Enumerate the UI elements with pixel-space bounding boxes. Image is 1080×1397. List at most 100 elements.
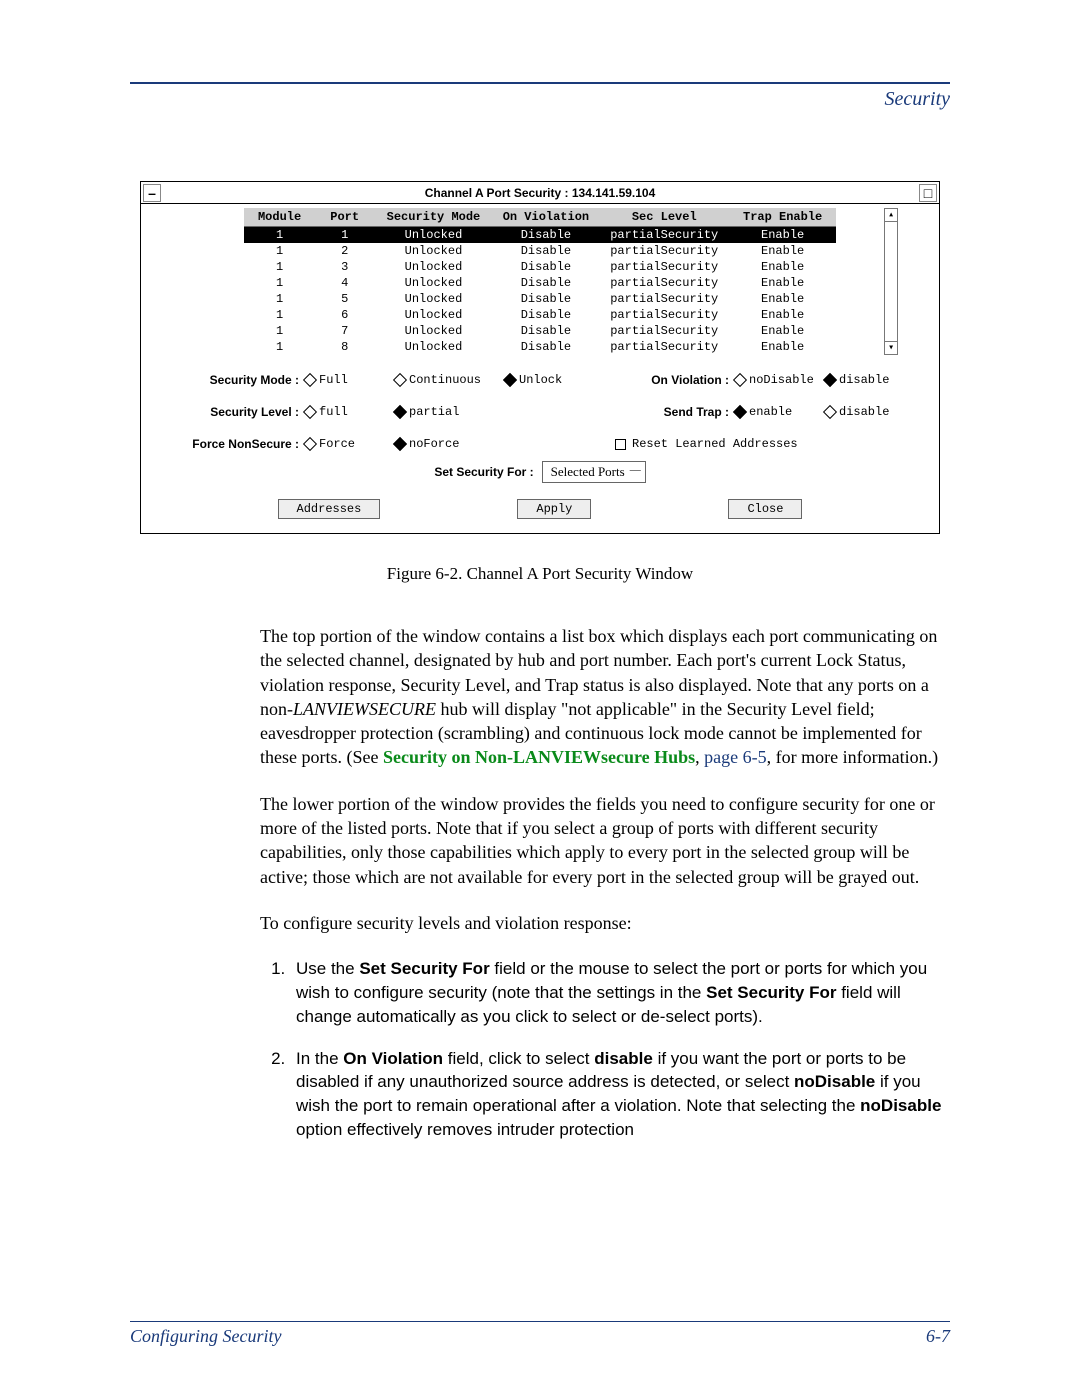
table-row[interactable]: 17UnlockedDisablepartialSecurityEnable	[244, 323, 836, 339]
opt-continuous: Continuous	[409, 373, 481, 387]
table-cell: Disable	[493, 323, 600, 339]
apply-label: Apply	[536, 502, 572, 516]
table-cell: Unlocked	[374, 227, 492, 244]
addresses-button[interactable]: Addresses	[278, 499, 381, 519]
table-cell: Disable	[493, 259, 600, 275]
apply-button[interactable]: Apply	[517, 499, 591, 519]
table-cell: Enable	[729, 259, 836, 275]
step-1: Use the Set Security For field or the mo…	[290, 957, 950, 1028]
table-cell: Unlocked	[374, 259, 492, 275]
send-trap-disable[interactable]: disable	[825, 405, 915, 419]
security-mode-continuous[interactable]: Continuous	[395, 373, 505, 387]
scroll-up-icon[interactable]: ▴	[884, 208, 898, 222]
close-button[interactable]: Close	[728, 499, 802, 519]
table-cell: partialSecurity	[599, 339, 729, 355]
table-cell: 2	[315, 243, 374, 259]
addresses-label: Addresses	[297, 502, 362, 516]
p1b: LANVIEW	[293, 699, 369, 719]
table-header: Port	[315, 208, 374, 227]
security-mode-label: Security Mode :	[155, 373, 305, 387]
p1f: , for more information.)	[767, 747, 938, 767]
table-scrollbar[interactable]: ▴ ▾	[884, 208, 898, 355]
s2i: option effectively removes intruder prot…	[296, 1120, 634, 1139]
opt-full: Full	[319, 373, 348, 387]
table-header: Trap Enable	[729, 208, 836, 227]
table-cell: Disable	[493, 227, 600, 244]
force-nonsecure-force[interactable]: Force	[305, 437, 395, 451]
maximize-icon[interactable]: □	[919, 184, 937, 202]
table-cell: Unlocked	[374, 339, 492, 355]
s2f: noDisable	[794, 1072, 875, 1091]
table-row[interactable]: 11UnlockedDisablepartialSecurityEnable	[244, 227, 836, 244]
s2c: field, click to select	[443, 1049, 594, 1068]
table-cell: Enable	[729, 339, 836, 355]
table-cell: 7	[315, 323, 374, 339]
set-security-for-dropdown[interactable]: Selected Ports	[542, 461, 646, 483]
send-trap-label: Send Trap :	[615, 405, 735, 419]
security-level-full[interactable]: full	[305, 405, 395, 419]
table-cell: partialSecurity	[599, 323, 729, 339]
table-cell: 1	[244, 227, 315, 244]
paragraph-3: To configure security levels and violati…	[260, 911, 950, 935]
table-cell: 3	[315, 259, 374, 275]
reset-learned-addresses[interactable]: Reset Learned Addresses	[615, 437, 915, 451]
table-cell: partialSecurity	[599, 307, 729, 323]
on-violation-nodisable[interactable]: noDisable	[735, 373, 825, 387]
table-row[interactable]: 13UnlockedDisablepartialSecurityEnable	[244, 259, 836, 275]
page-footer: Configuring Security 6-7	[130, 1321, 950, 1347]
opt-disable: disable	[839, 373, 889, 387]
s1b: Set Security For	[359, 959, 489, 978]
step-2: In the On Violation field, click to sele…	[290, 1047, 950, 1142]
p1-page[interactable]: page 6-5	[704, 747, 766, 767]
table-cell: Disable	[493, 275, 600, 291]
table-cell: Enable	[729, 227, 836, 244]
opt-sl-partial: partial	[409, 405, 459, 419]
on-violation-disable[interactable]: disable	[825, 373, 915, 387]
header-title: Security	[130, 88, 950, 111]
table-cell: Disable	[493, 307, 600, 323]
table-cell: partialSecurity	[599, 259, 729, 275]
scroll-track[interactable]	[884, 222, 898, 341]
security-level-partial[interactable]: partial	[395, 405, 505, 419]
scroll-down-icon[interactable]: ▾	[884, 341, 898, 355]
table-cell: 1	[244, 323, 315, 339]
footer-left: Configuring Security	[130, 1326, 282, 1347]
table-cell: Disable	[493, 291, 600, 307]
table-row[interactable]: 12UnlockedDisablepartialSecurityEnable	[244, 243, 836, 259]
table-cell: 1	[244, 243, 315, 259]
table-cell: 1	[244, 291, 315, 307]
table-cell: 4	[315, 275, 374, 291]
menu-icon[interactable]: –	[143, 184, 161, 202]
p1e: ,	[695, 747, 704, 767]
s2h: noDisable	[860, 1096, 941, 1115]
table-cell: 8	[315, 339, 374, 355]
send-trap-enable[interactable]: enable	[735, 405, 825, 419]
footer-right: 6-7	[926, 1326, 950, 1347]
security-mode-unlock[interactable]: Unlock	[505, 373, 615, 387]
p1-link[interactable]: Security on Non-LANVIEWsecure Hubs	[383, 747, 695, 767]
opt-trap-enable: enable	[749, 405, 792, 419]
set-security-for-label: Set Security For :	[434, 465, 533, 479]
table-cell: Unlocked	[374, 275, 492, 291]
reset-checkbox[interactable]	[615, 439, 626, 450]
table-header: On Violation	[493, 208, 600, 227]
table-cell: Enable	[729, 307, 836, 323]
port-security-dialog: – Channel A Port Security : 134.141.59.1…	[140, 181, 940, 534]
header-rule	[130, 82, 950, 84]
table-row[interactable]: 14UnlockedDisablepartialSecurityEnable	[244, 275, 836, 291]
table-cell: Unlocked	[374, 323, 492, 339]
paragraph-2: The lower portion of the window provides…	[260, 792, 950, 889]
security-level-label: Security Level :	[155, 405, 305, 419]
dialog-title: Channel A Port Security : 134.141.59.104	[163, 186, 917, 200]
s1a: Use the	[296, 959, 359, 978]
table-row[interactable]: 16UnlockedDisablepartialSecurityEnable	[244, 307, 836, 323]
opt-trap-disable: disable	[839, 405, 889, 419]
dialog-titlebar: – Channel A Port Security : 134.141.59.1…	[141, 182, 939, 204]
force-nonsecure-noforce[interactable]: noForce	[395, 437, 505, 451]
table-row[interactable]: 15UnlockedDisablepartialSecurityEnable	[244, 291, 836, 307]
security-mode-full[interactable]: Full	[305, 373, 395, 387]
port-table-container: ModulePortSecurity ModeOn ViolationSec L…	[196, 208, 884, 355]
table-cell: Enable	[729, 323, 836, 339]
table-row[interactable]: 18UnlockedDisablepartialSecurityEnable	[244, 339, 836, 355]
table-cell: 1	[244, 259, 315, 275]
